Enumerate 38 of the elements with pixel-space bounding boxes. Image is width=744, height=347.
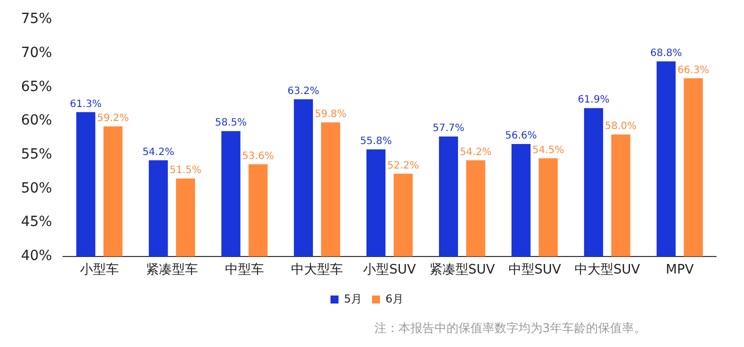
data-label: 61.9% (578, 94, 610, 106)
data-label: 68.8% (650, 48, 682, 59)
y-tick-label: 65% (20, 78, 52, 95)
data-label: 56.6% (505, 130, 537, 142)
data-label: 61.3% (70, 98, 102, 110)
text: 注：本报告中的保值率数字均为3年车龄的保值率。 (374, 321, 646, 336)
x-tick-label: 紧凑型车 (146, 262, 198, 278)
data-label: 58.0% (604, 121, 637, 132)
y-tick-label: 55% (20, 146, 52, 162)
y-tick-label: 50% (20, 180, 52, 196)
x-tick-label: 中型SUV (508, 262, 562, 278)
x-tick-label: 紧凑型SUV (429, 262, 496, 278)
data-label: 66.3% (677, 64, 710, 76)
x-tick-label: 小型车 (80, 262, 119, 278)
y-tick-label: 45% (20, 214, 52, 230)
data-label: 59.8% (314, 108, 347, 120)
data-label: 54.2% (460, 146, 492, 158)
data-label: 54.2% (142, 146, 174, 158)
data-label: 58.5% (214, 118, 247, 129)
x-tick-label: 中型车 (224, 262, 264, 278)
x-tick-label: 中大型SUV (574, 262, 640, 278)
data-label: 59.2% (97, 112, 129, 124)
y-tick-label: 75% (20, 11, 52, 28)
y-tick-label: 60% (20, 112, 52, 129)
data-label: 63.2% (288, 86, 320, 97)
data-label: 55.8% (360, 136, 392, 148)
y-tick-label: 40% (20, 248, 52, 264)
data-label: 53.6% (242, 150, 274, 162)
x-tick-label: MPV (666, 262, 694, 278)
x-tick-label: 中大型车 (291, 262, 344, 278)
y-tick-label: 70% (20, 44, 52, 61)
legend-label: 5月 (344, 292, 362, 306)
data-label: 51.5% (170, 165, 202, 176)
data-label: 57.7% (432, 123, 464, 134)
data-label: 54.5% (532, 144, 564, 156)
x-tick-label: 小型SUV (363, 262, 416, 278)
legend-label: 6月 (386, 292, 404, 306)
data-label: 52.2% (387, 160, 420, 172)
